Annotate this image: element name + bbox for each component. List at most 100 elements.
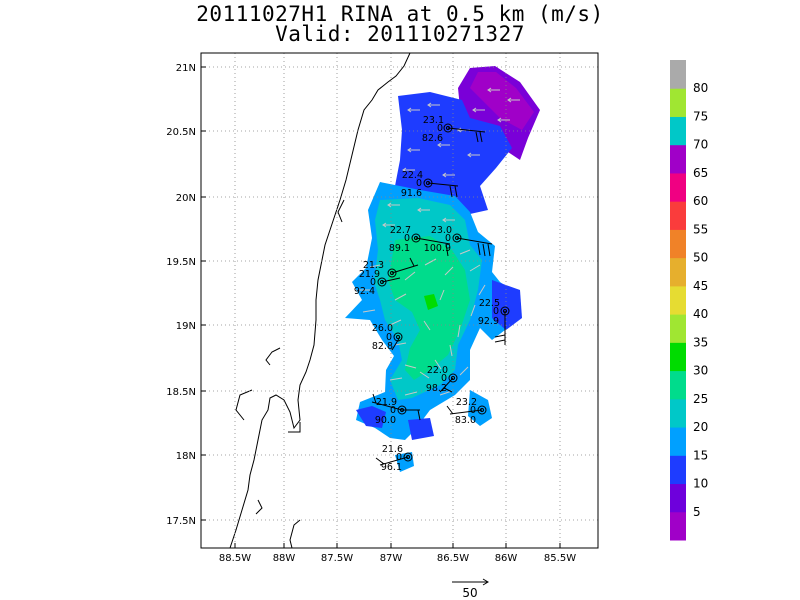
colorbar-swatch (670, 229, 686, 259)
station-bottom-value: 83.0 (455, 415, 476, 426)
station-marker (396, 335, 400, 339)
colorbar-swatch (670, 427, 686, 456)
station-marker (414, 236, 418, 240)
station-marker (406, 455, 410, 459)
coastline (229, 52, 411, 549)
station-bottom-value: 100.9 (424, 243, 451, 254)
station-top-value: 23.2 (456, 397, 477, 408)
colorbar-swatch (670, 88, 686, 117)
y-tick-label: 20N (176, 193, 196, 204)
colorbar-swatch (670, 455, 686, 485)
station-marker (443, 123, 453, 133)
station-marker (380, 280, 384, 284)
station-marker (423, 178, 433, 188)
colorbar-label: 40 (693, 307, 708, 321)
x-tick-label: 87W (380, 553, 403, 564)
station-bottom-value: 89.1 (389, 243, 410, 254)
station-top-value: 21.9 (359, 269, 380, 280)
colorbar-label: 55 (693, 222, 708, 236)
colorbar-swatch (670, 342, 686, 372)
colorbar-label: 60 (693, 194, 708, 208)
colorbar-swatch (670, 60, 686, 89)
y-tick-label: 20.5N (166, 127, 196, 138)
colorbar-swatch (670, 144, 686, 174)
colorbar-label: 25 (693, 392, 708, 406)
station-mid-value: 0 (386, 332, 392, 343)
station-top-value: 22.4 (402, 170, 423, 181)
station-bottom-value: 92.9 (478, 316, 499, 327)
colorbar-label: 50 (693, 251, 708, 265)
y-tick-label: 18N (176, 451, 196, 462)
colorbar-label: 70 (693, 138, 708, 152)
colorbar-swatch (670, 398, 686, 428)
station-mid-value: 0 (470, 405, 476, 416)
reference-arrow-icon (452, 578, 489, 586)
station-top-value: 26.0 (372, 323, 393, 334)
station-mid-value: 0 (493, 306, 499, 317)
station-bottom-value: 91.6 (401, 188, 422, 199)
station-top-value: 21.9 (376, 397, 397, 408)
station-marker (400, 408, 404, 412)
station-bottom-value: 92.4 (354, 286, 375, 297)
station-bottom-value: 90.0 (375, 415, 396, 426)
title-line-1: 20111027H1 RINA at 0.5 km (m/s) (196, 2, 604, 26)
colorbar-label: 80 (693, 81, 708, 95)
station-bottom-value: 82.8 (372, 341, 393, 352)
station-marker (393, 332, 403, 342)
station-top-value: 22.0 (427, 365, 448, 376)
colorbar-label: 75 (693, 109, 708, 123)
colorbar-label: 5 (693, 505, 701, 519)
y-tick-label: 19.5N (166, 257, 196, 268)
colorbar-label: 30 (693, 364, 708, 378)
station-marker (390, 271, 394, 275)
colorbar-label: 10 (693, 477, 708, 491)
reference-vector-label: 50 (462, 586, 477, 600)
grid-lines (201, 53, 598, 548)
station-top-value: 22.5 (479, 298, 500, 309)
colorbar-swatch (670, 116, 686, 146)
station-top-value: 21.6 (382, 444, 403, 455)
station-mid-value: 0 (396, 452, 402, 463)
colorbar-swatch (670, 370, 686, 400)
colorbar-swatch (670, 314, 686, 343)
station-bottom-value: 82.6 (422, 133, 443, 144)
x-tick-label: 86.5W (437, 553, 469, 564)
station-top-value: 23.0 (431, 225, 452, 236)
station-top-value: 22.7 (390, 225, 411, 236)
station-marker (397, 405, 407, 415)
colorbar-label: 35 (693, 335, 708, 349)
station-marker (403, 452, 413, 462)
station-mid-value: 0 (416, 178, 422, 189)
x-tick-label: 85.5W (544, 553, 576, 564)
station-mid-value: 0 (445, 233, 451, 244)
station-marker (411, 233, 421, 243)
colorbar-label: 45 (693, 279, 708, 293)
colorbar-swatch (670, 483, 686, 513)
x-tick-label: 88W (273, 553, 296, 564)
colorbar-swatch (670, 257, 686, 287)
station-marker (448, 373, 458, 383)
station-marker (503, 309, 507, 313)
station-mid-value: 0 (441, 373, 447, 384)
station-marker (446, 126, 450, 130)
station-marker (377, 277, 387, 287)
colorbar-swatch (670, 201, 686, 230)
station-bottom-value: 96.1 (381, 462, 402, 473)
x-tick-label: 86W (495, 553, 518, 564)
colorbar-swatch (670, 172, 686, 202)
station-top-value: 23.1 (423, 115, 444, 126)
wind-vectors (358, 87, 520, 396)
colorbar-label: 65 (693, 166, 708, 180)
station-marker (477, 405, 487, 415)
station-top-value: 21.3 (363, 260, 384, 271)
axis-tick-marks (201, 66, 561, 548)
station-marker (500, 306, 510, 316)
station-markers (377, 123, 510, 462)
station-mid-value: 0 (437, 123, 443, 134)
station-marker (452, 233, 462, 243)
station-marker (455, 236, 459, 240)
colorbar-label: 15 (693, 448, 708, 462)
y-tick-label: 19N (176, 321, 196, 332)
station-bottom-value: 98.2 (426, 383, 447, 394)
